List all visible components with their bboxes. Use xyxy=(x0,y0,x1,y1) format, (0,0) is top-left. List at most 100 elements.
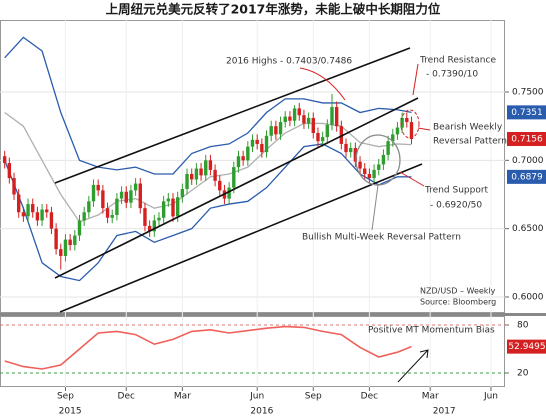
candle-body xyxy=(190,173,194,180)
x-tick-label: Mar xyxy=(174,392,191,402)
year-label: 2016 xyxy=(250,407,273,417)
candle-body xyxy=(68,239,72,246)
candle-body xyxy=(31,204,35,213)
trend-support-line xyxy=(59,163,423,313)
candle-body xyxy=(405,117,409,123)
y-tick-label: 0.6000 xyxy=(512,292,544,302)
candle-body xyxy=(147,225,152,232)
arrow xyxy=(371,184,379,231)
annotation: - 0.7390/10 xyxy=(426,70,478,80)
candle-body xyxy=(63,239,68,256)
candle-body xyxy=(12,178,16,195)
candle-body xyxy=(283,116,287,123)
value-box xyxy=(507,105,546,120)
candle-body xyxy=(358,161,362,169)
price-frame xyxy=(0,20,505,313)
candle-body xyxy=(199,168,203,176)
candle-body xyxy=(386,141,390,155)
x-tick-label: Jun xyxy=(249,392,264,402)
y-tick-label: 0.6500 xyxy=(512,224,544,234)
candle-body xyxy=(232,167,236,188)
candle-body xyxy=(115,198,119,215)
arrow xyxy=(399,171,425,187)
source: NZD/USD – Weekly xyxy=(420,287,496,296)
candle-body xyxy=(218,180,222,191)
value-box xyxy=(507,169,546,184)
x-tick-label: Sep xyxy=(305,392,322,402)
arrow xyxy=(417,127,431,131)
annotation: Bearish Weekly xyxy=(433,123,503,133)
candle-body xyxy=(82,212,86,221)
annotation: Bullish Multi-Week Reversal Pattern xyxy=(302,233,461,243)
candle-body xyxy=(241,156,245,161)
candle-body xyxy=(330,107,334,125)
momentum-frame xyxy=(0,316,505,387)
candle-body xyxy=(59,249,63,256)
candle-body xyxy=(311,117,315,134)
candle-body xyxy=(110,214,114,218)
candle-body xyxy=(105,208,110,218)
year-label: 2017 xyxy=(433,407,456,417)
candle-body xyxy=(152,220,157,232)
candle-body xyxy=(166,198,171,202)
x-tick-label: Dec xyxy=(361,392,378,402)
candle-body xyxy=(194,168,199,180)
x-tick-label: Sep xyxy=(57,392,74,402)
candle-body xyxy=(157,217,161,221)
momentum-line xyxy=(4,325,412,370)
candle-body xyxy=(255,139,259,144)
momentum-arrow xyxy=(397,349,429,383)
x-tick-label: Jun xyxy=(483,392,498,402)
candle-body xyxy=(129,190,133,203)
candle-body xyxy=(161,201,166,218)
candle-body xyxy=(124,191,128,203)
candle-body xyxy=(45,209,49,213)
candle-body xyxy=(77,220,82,236)
candle-body xyxy=(227,187,231,199)
candle-body xyxy=(372,169,376,179)
source: Source: Bloomberg xyxy=(420,298,496,307)
arrow xyxy=(412,63,419,96)
candle-body xyxy=(96,184,100,191)
candle-body xyxy=(49,212,54,229)
value-box xyxy=(507,339,546,354)
arrow xyxy=(299,67,346,101)
candle-body xyxy=(339,126,344,144)
candle-body xyxy=(260,143,264,153)
candle-body xyxy=(297,108,301,116)
candle-body xyxy=(91,184,96,202)
candle-body xyxy=(246,146,250,161)
candle-body xyxy=(185,173,189,190)
candle-body xyxy=(21,212,26,217)
trend-lines xyxy=(54,47,423,313)
candle-body xyxy=(213,169,217,181)
plot: 0.6000 0.6500 0.7000 0.7500 Sep Dec Mar Jun Sep D… xyxy=(0,20,546,417)
candle-body xyxy=(288,116,292,121)
bearish-circle xyxy=(400,109,420,139)
annotation: 2016 Highs - 0.7403/0.7486 xyxy=(226,57,352,67)
candle-body xyxy=(316,133,320,142)
momentum-annotation: Positive MT Momentum Bias xyxy=(368,326,495,336)
candle-body xyxy=(353,148,358,162)
candle-body xyxy=(400,117,404,128)
candle-body xyxy=(138,183,142,209)
x-tick-label: Mar xyxy=(422,392,439,402)
candle-body xyxy=(274,126,278,135)
candle-body xyxy=(292,108,297,121)
candle-body xyxy=(409,122,414,140)
candle-body xyxy=(269,126,273,136)
candle-body xyxy=(363,168,367,174)
y-tick-label: 0.7000 xyxy=(512,156,544,166)
arrows xyxy=(299,63,431,383)
candle-body xyxy=(377,164,381,170)
panel-separator xyxy=(0,313,546,316)
candle-body xyxy=(334,107,339,127)
annotation: Trend Resistance xyxy=(419,56,496,66)
x-tick-label: Dec xyxy=(118,392,135,402)
annotation: Reversal Pattern xyxy=(433,137,507,147)
candle-body xyxy=(17,194,21,213)
year-label: 2015 xyxy=(59,407,82,417)
trend-resistance-line xyxy=(54,97,419,279)
